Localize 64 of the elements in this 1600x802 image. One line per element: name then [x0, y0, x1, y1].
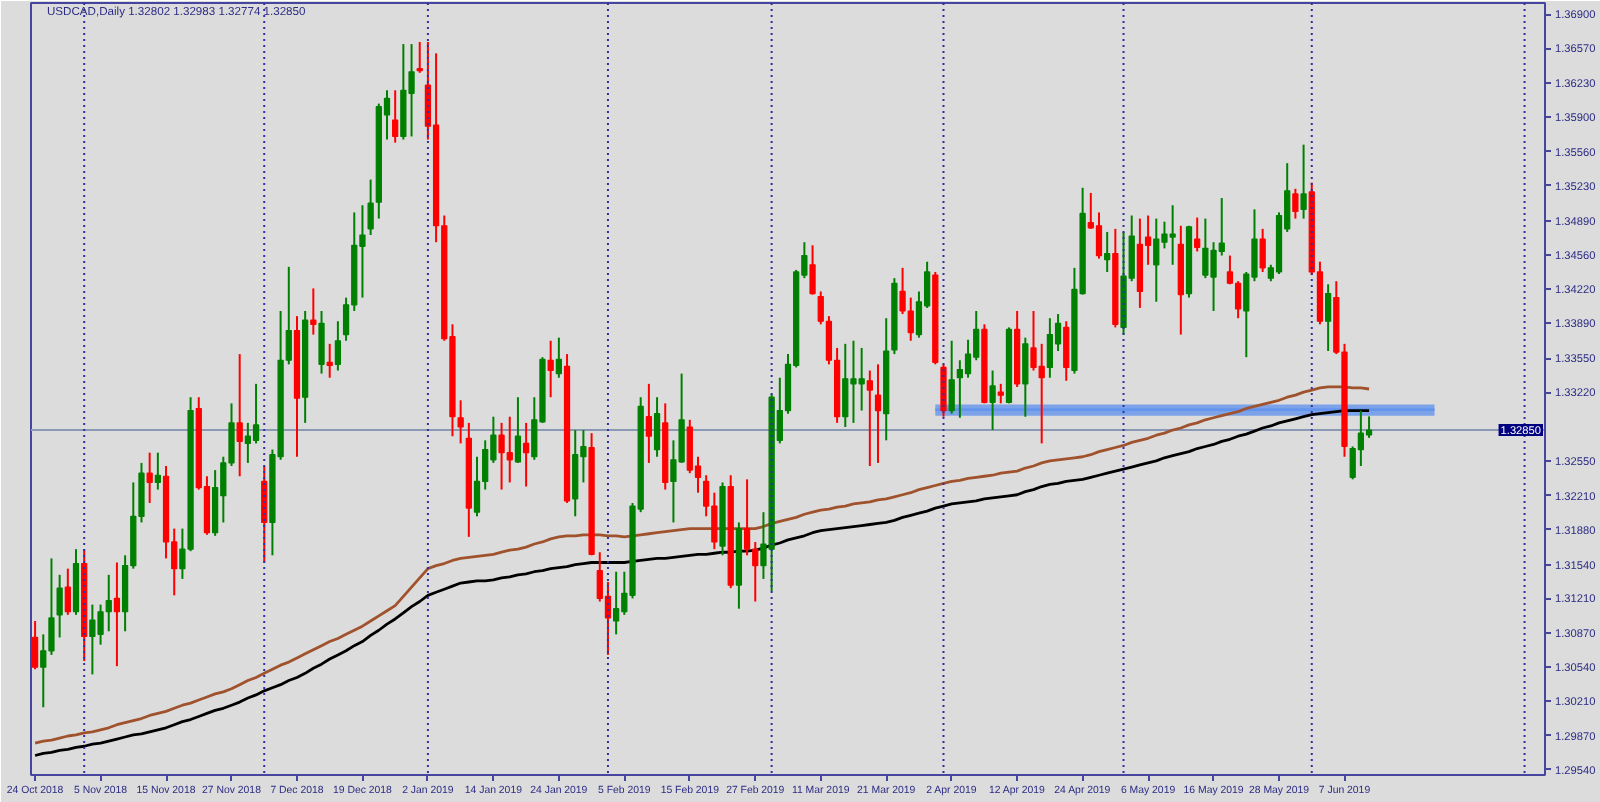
candlestick	[1300, 143, 1307, 220]
candlestick	[1259, 227, 1266, 273]
candlestick	[318, 309, 325, 375]
candlestick	[457, 399, 464, 445]
candlestick	[1030, 309, 1037, 372]
candlestick	[408, 43, 415, 138]
candlestick	[154, 451, 161, 491]
candlestick	[334, 320, 342, 372]
candlestick	[1022, 336, 1029, 418]
candlestick	[146, 451, 153, 504]
candlestick	[858, 346, 865, 412]
candlestick	[1038, 342, 1045, 445]
candlestick	[56, 573, 63, 639]
candlestick	[392, 89, 399, 144]
candlestick	[212, 469, 219, 537]
candlestick	[1153, 217, 1160, 303]
candlestick	[866, 369, 873, 467]
candlestick	[252, 382, 260, 445]
candlestick	[1194, 216, 1201, 253]
candlestick	[948, 339, 955, 415]
candlestick	[907, 296, 914, 342]
candlestick	[989, 369, 996, 432]
candlestick	[547, 339, 554, 399]
candlestick	[1324, 283, 1332, 353]
candlestick	[645, 382, 653, 464]
candlestick	[1136, 217, 1144, 309]
candlestick	[956, 359, 963, 419]
candlestick	[1095, 211, 1103, 260]
candlestick	[310, 287, 317, 336]
candlestick	[1169, 204, 1176, 266]
candlestick	[359, 204, 366, 299]
candlestick	[809, 244, 816, 296]
candlestick	[1292, 187, 1299, 220]
candlestick	[105, 573, 112, 633]
candlestick	[653, 396, 661, 458]
candlestick	[244, 421, 252, 464]
candlestick	[1104, 230, 1111, 273]
candlestick	[400, 43, 407, 141]
candlestick	[498, 421, 505, 491]
candlestick	[686, 418, 693, 475]
candlestick	[1046, 317, 1054, 379]
candlestick	[572, 429, 579, 518]
candlestick	[506, 415, 513, 484]
candlestick	[236, 353, 243, 478]
candlestick	[874, 363, 882, 464]
candlestick	[1210, 241, 1217, 312]
candlestick	[416, 41, 423, 74]
candlestick	[522, 421, 530, 488]
candlestick	[997, 382, 1004, 405]
candlestick	[555, 336, 562, 379]
candlestick	[89, 603, 96, 676]
candlestick	[1063, 320, 1070, 382]
candlestick	[326, 342, 333, 379]
candlestick	[367, 178, 374, 237]
candlestick	[1202, 217, 1209, 280]
candlestick	[842, 342, 849, 428]
candlestick	[514, 396, 522, 464]
candlestick	[113, 561, 121, 668]
candlestick	[64, 567, 71, 616]
candlestick	[97, 603, 104, 646]
candlestick	[473, 455, 481, 518]
candlestick	[31, 620, 39, 671]
candlestick	[613, 570, 620, 636]
candlestick	[850, 339, 857, 424]
